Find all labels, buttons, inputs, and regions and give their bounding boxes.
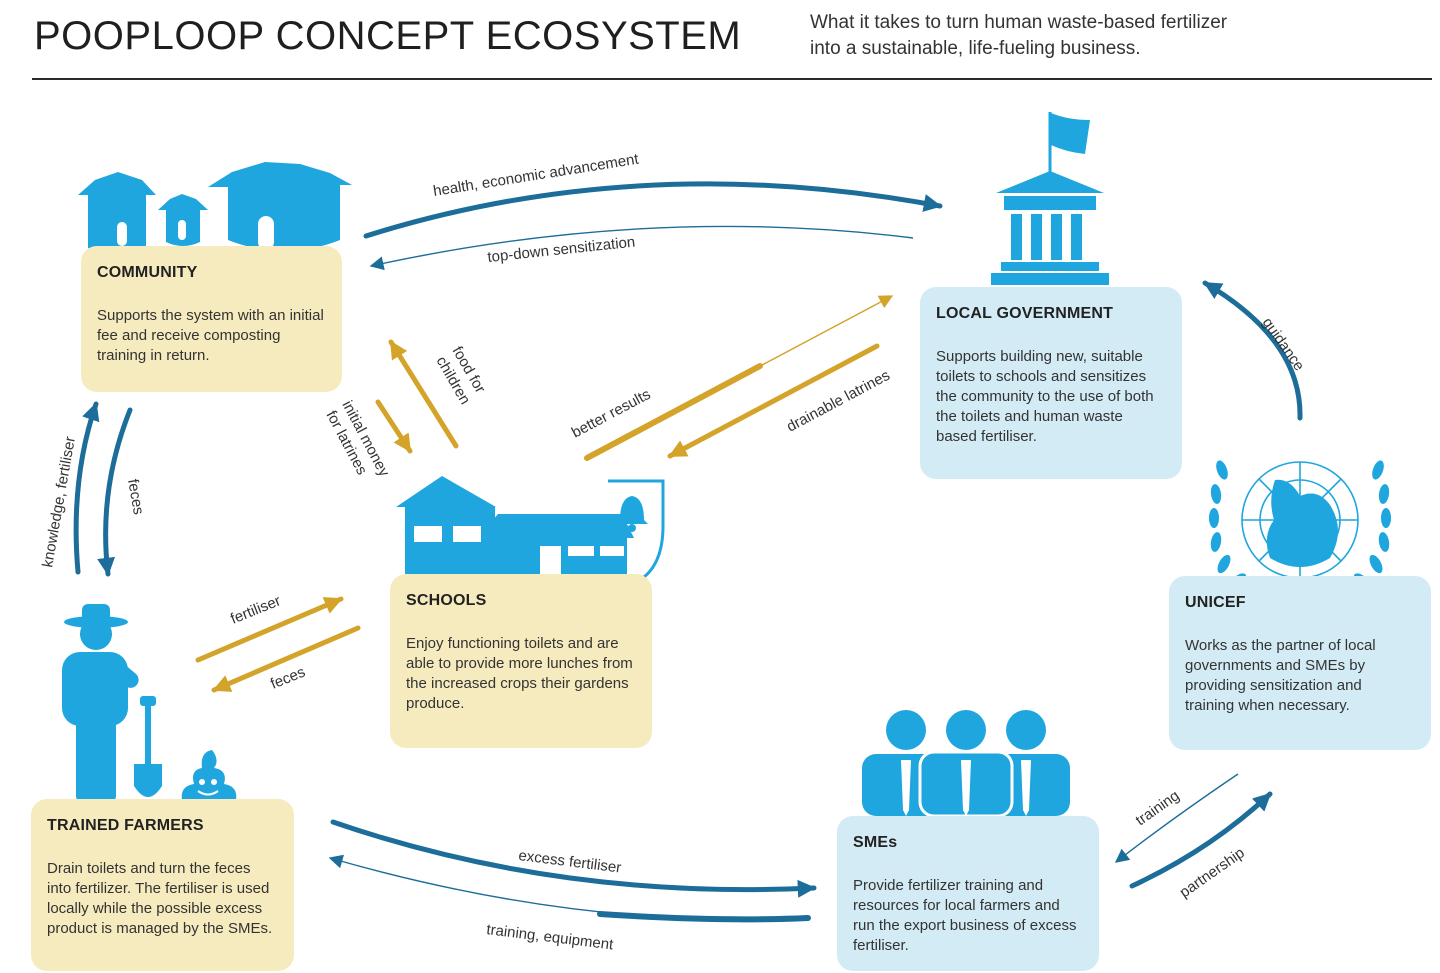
un-emblem-icon xyxy=(1209,460,1391,589)
business-people-icon xyxy=(862,710,1070,818)
label-guidance: guidance xyxy=(1259,315,1308,375)
subtitle-line-2: into a sustainable, life-fueling busines… xyxy=(810,38,1141,59)
farmer-icon xyxy=(62,604,139,802)
arrow-partnership xyxy=(1129,791,1273,889)
label-fertiliser-school: fertiliser xyxy=(228,592,283,627)
arrow-excess-fertiliser xyxy=(330,819,817,898)
local-government-title: LOCAL GOVERNMENT xyxy=(936,305,1114,322)
local-government-box: LOCAL GOVERNMENT Supports building new, … xyxy=(920,287,1182,479)
arrow-food-for-children xyxy=(388,339,459,449)
arrow-better-results-stem xyxy=(584,363,763,461)
title-divider xyxy=(32,78,1432,80)
smes-title: SMEs xyxy=(853,834,898,851)
trained-farmers-description: Drain toilets and turn the feces into fe… xyxy=(47,860,273,937)
page-title: POOPLOOP CONCEPT ECOSYSTEM xyxy=(34,14,742,58)
huts-icon xyxy=(78,162,352,255)
smes-box: SMEs Provide fertilizer training and res… xyxy=(837,816,1099,971)
flag-icon xyxy=(1048,112,1090,172)
arrow-feces-to-community xyxy=(97,407,133,577)
arrow-initial-money xyxy=(375,399,413,454)
trained-farmers-box: TRAINED FARMERS Drain toilets and turn t… xyxy=(31,799,294,971)
community-description: Supports the system with an initial fee … xyxy=(97,307,324,364)
label-training: training xyxy=(1133,787,1183,829)
arrow-drainable-latrines xyxy=(667,343,880,459)
arrow-health-to-government xyxy=(363,181,943,239)
arrow-top-down-sensitization xyxy=(369,225,914,271)
unicef-description: Works as the partner of local government… xyxy=(1185,637,1376,714)
label-top-down: top-down sensitization xyxy=(487,234,636,266)
arrow-feces-to-farmers xyxy=(211,625,361,693)
unicef-box: UNICEF Works as the partner of local gov… xyxy=(1169,576,1431,750)
shovel-icon xyxy=(134,696,162,797)
smes-description: Provide fertilizer training and resource… xyxy=(853,877,1077,954)
label-health: health, economic advancement xyxy=(432,151,641,200)
unicef-title: UNICEF xyxy=(1185,594,1246,611)
label-feces-school: feces xyxy=(268,664,308,693)
label-knowledge: knowledge, fertiliser xyxy=(39,435,79,569)
government-building-icon xyxy=(991,171,1109,285)
arrow-knowledge-fertiliser xyxy=(73,401,100,575)
community-box: COMMUNITY Supports the system with an in… xyxy=(81,246,342,392)
page-subtitle: What it takes to turn human waste-based … xyxy=(810,10,1330,62)
local-government-description: Supports building new, suitable toilets … xyxy=(936,348,1154,445)
bell-icon xyxy=(608,479,665,582)
trained-farmers-title: TRAINED FARMERS xyxy=(47,817,204,834)
schools-box: SCHOOLS Enjoy functioning toilets and ar… xyxy=(390,574,652,748)
arrow-training-to-smes xyxy=(1114,773,1239,863)
label-training-equipment: training, equipment xyxy=(486,921,616,954)
label-feces-community: feces xyxy=(124,478,147,516)
schools-description: Enjoy functioning toilets and are able t… xyxy=(406,635,633,712)
label-partnership: partnership xyxy=(1177,844,1248,901)
subtitle-line-1: What it takes to turn human waste-based … xyxy=(810,12,1228,33)
school-icon xyxy=(396,476,634,579)
poop-icon xyxy=(181,750,237,800)
label-drainable: drainable latrines xyxy=(784,367,893,436)
arrow-guidance xyxy=(1202,280,1303,421)
label-better-results: better results xyxy=(569,386,654,442)
schools-title: SCHOOLS xyxy=(406,592,487,609)
community-title: COMMUNITY xyxy=(97,264,198,281)
arrow-training-equipment-stem xyxy=(597,911,811,923)
arrow-fertiliser-to-school xyxy=(195,596,344,663)
